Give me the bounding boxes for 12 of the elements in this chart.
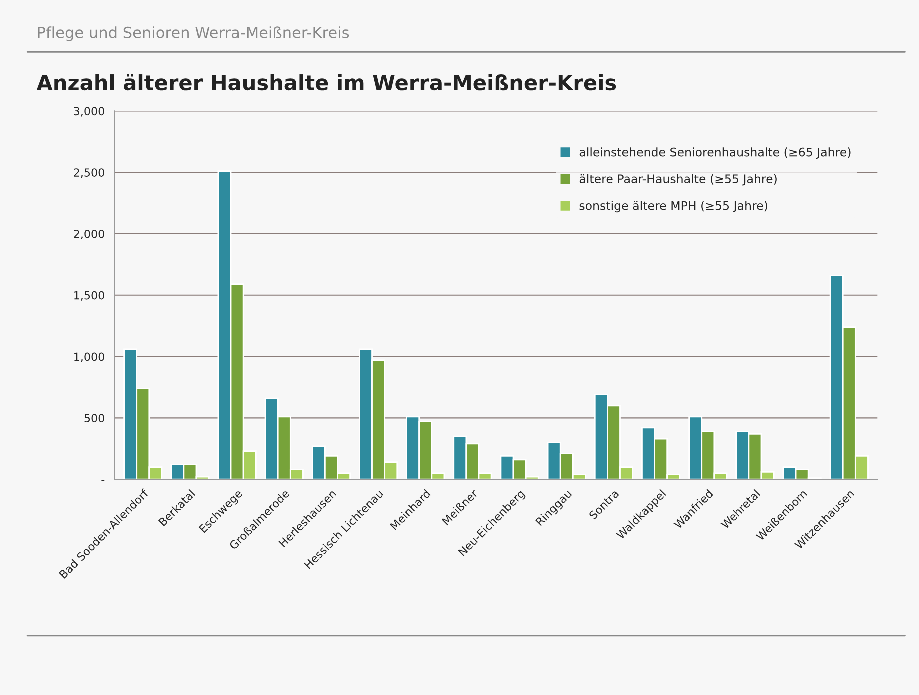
y-tick-label: 2,000 [74,230,104,240]
y-tick-label: 1,000 [74,352,104,362]
y-tick-label: 1,500 [74,291,104,301]
y-tick-label: 2,500 [74,168,104,178]
y-tick-label: - [102,480,105,482]
legend-label: ältere Paar-Haushalte (≥55 Jahre) [580,174,777,186]
legend-label: sonstige ältere MPH (≥55 Jahre) [580,201,768,213]
chart-title: Anzahl älterer Haushalte im Werra-Meißner-Kreis [36,74,616,91]
chart-subtitle: Pflege und Senioren Werra-Meißner-Kreis [38,26,350,42]
y-tick-label: 500 [84,414,104,423]
y-tick-label: 3,000 [74,107,104,117]
legend-label: alleinstehende Seniorenhaushalte (≥65 Jahre) [580,148,851,159]
